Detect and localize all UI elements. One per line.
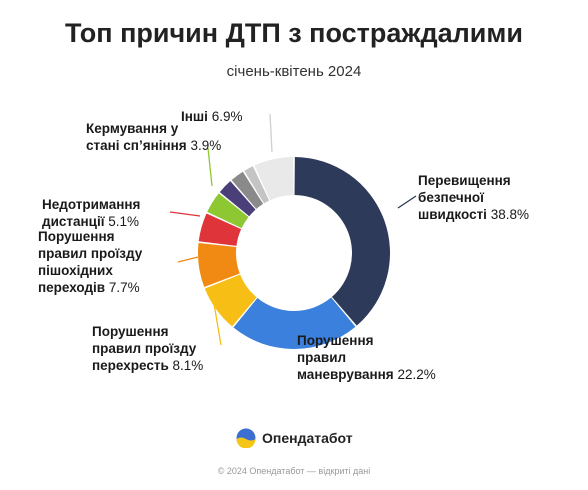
leader-line: [207, 147, 213, 187]
slice-label-value: 8.1%: [172, 358, 204, 373]
slice-label-name: безпечної: [418, 190, 484, 205]
slice-label-name: правил: [297, 350, 347, 365]
slice-label-name: правил проїзду: [92, 341, 197, 356]
slice-label-value: 38.8%: [490, 207, 529, 222]
slice-label-name: Порушення: [297, 333, 374, 348]
slice-label: Кермування у стані сп’яніння 3.9%: [86, 120, 221, 154]
leader-line: [177, 256, 199, 263]
leader-line: [397, 195, 417, 209]
slice-label-name: пішохідних: [38, 263, 113, 278]
donut-slice: [198, 213, 242, 246]
slice-label-name: Порушення: [92, 324, 169, 339]
slice-label-name: перехресть: [92, 358, 169, 373]
slice-label-value: 22.2%: [397, 367, 436, 382]
slice-label-name: Порушення: [38, 229, 115, 244]
leader-lines: [169, 113, 417, 346]
donut-slice: [244, 166, 270, 204]
slice-label-name: маневрування: [297, 367, 394, 382]
slice-label-value: 5.1%: [108, 214, 140, 229]
brand-logo: Опендатабот: [236, 428, 353, 448]
slice-label-name: дистанції: [42, 214, 105, 229]
slice-label-name: Інші: [181, 109, 208, 124]
donut-slice: [219, 181, 256, 217]
leader-line: [269, 113, 273, 153]
leader-line: [169, 211, 201, 217]
slice-label-name: правил проїзду: [38, 246, 143, 261]
slice-label-value: 7.7%: [108, 280, 140, 295]
slice-label-name: стані сп’яніння: [86, 138, 187, 153]
donut-slice: [204, 274, 257, 327]
donut-slice: [254, 157, 294, 201]
footer-note: © 2024 Опендатабот — відкриті дані: [217, 466, 371, 476]
slice-label-name: Недотримання: [42, 197, 141, 212]
slice-label: Порушення правил маневрування 22.2%: [297, 332, 436, 383]
slice-label-name: Кермування у: [86, 121, 179, 136]
donut-slice: [207, 193, 249, 229]
slice-label-value: 3.9%: [190, 138, 222, 153]
slice-label-name: переходів: [38, 280, 106, 295]
slice-label: Порушення правил проїзду перехресть 8.1%: [92, 323, 203, 374]
slice-label-name: Перевищення: [418, 173, 511, 188]
slice-label-value: 6.9%: [211, 109, 243, 124]
leader-line: [212, 297, 222, 346]
chart-title: Топ причин ДТП з постраждалими: [65, 18, 523, 48]
chart-subtitle: січень-квітень 2024: [226, 63, 362, 80]
brand-name: Опендатабот: [262, 430, 353, 446]
donut-slice: [231, 171, 264, 209]
donut-slice: [198, 243, 240, 287]
donut-slice: [294, 157, 391, 326]
slice-label-name: швидкості: [418, 207, 487, 222]
slice-label: Порушення правил проїзду пішохідних переход…: [38, 228, 142, 296]
slice-label: Недотримання дистанції 5.1%: [42, 196, 140, 230]
slice-label: Інші 6.9%: [181, 108, 242, 125]
donut-slice: [233, 297, 356, 349]
donut-slices: [198, 157, 391, 349]
brand-logo-icon: [236, 428, 256, 448]
slice-label: Перевищення безпечної швидкості 38.8%: [418, 172, 529, 223]
